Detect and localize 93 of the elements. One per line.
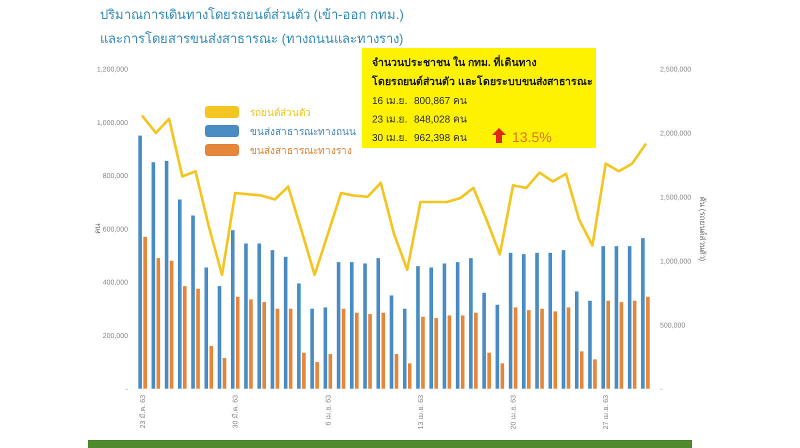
annotation: 848,028 คน [414, 114, 467, 126]
bar [601, 246, 605, 389]
bar [178, 200, 182, 389]
bar [257, 244, 261, 389]
annotation: 23 เม.ย. [372, 114, 408, 126]
legend-label: รถยนต์ส่วนตัว [250, 107, 311, 119]
annotation: 962,398 คน [414, 133, 467, 144]
bar [632, 300, 636, 389]
bar [328, 354, 332, 389]
bar [421, 316, 425, 389]
bar [482, 292, 486, 389]
bar [138, 136, 142, 389]
bar [469, 258, 473, 389]
text: จำนวนประชาชน ใน กทม. ที่เดินทาง [372, 57, 537, 69]
annotation: 800,867 คน [414, 96, 467, 107]
bar [381, 312, 386, 389]
bar [429, 267, 433, 389]
bar [376, 258, 380, 389]
bar [218, 286, 222, 389]
bar [236, 296, 240, 389]
bar [284, 256, 288, 389]
bar [553, 311, 558, 389]
bar [540, 308, 544, 389]
bar [535, 252, 539, 389]
bar [244, 244, 248, 389]
bar [548, 252, 552, 389]
bar [302, 352, 306, 389]
bar [514, 307, 518, 389]
bar [297, 283, 301, 389]
bar [336, 262, 340, 389]
bar [342, 308, 346, 389]
bar [152, 162, 156, 389]
bar [500, 363, 504, 389]
bar [270, 250, 274, 389]
bar [566, 307, 570, 389]
bar [574, 291, 579, 389]
annotation: 16 เม.ย. [372, 96, 408, 107]
bar [442, 263, 446, 389]
bar [402, 308, 407, 389]
chart-title: ปริมาณการเดินทางโดยรถยนต์ส่วนตัว (เข้า-ออก กทม.) และการโดยสารขนส่งสาธารณะ (ทางถนนและทางราง) [100, 7, 404, 46]
bar [143, 236, 147, 389]
bar [522, 254, 526, 389]
bar [474, 312, 478, 389]
bar [209, 346, 214, 389]
bar [394, 354, 398, 389]
bar [315, 362, 319, 389]
bar [588, 300, 592, 389]
bar [191, 216, 195, 389]
bar [156, 258, 160, 389]
bar [230, 230, 235, 389]
bar [460, 315, 464, 389]
y-axis-title: คน [93, 222, 102, 234]
bar [355, 312, 359, 389]
bar [350, 262, 354, 389]
annotation: 13.5% [512, 129, 552, 145]
bar [183, 286, 187, 389]
bar [390, 295, 394, 389]
annotation: 30 เม.ย. [372, 133, 408, 144]
bar [164, 160, 168, 389]
bar [324, 307, 328, 389]
annotation: โดยรถยนต์ส่วนตัว และโดยระบบขนส่งสาธารณะ [371, 75, 593, 88]
bar [416, 266, 420, 389]
legend-label: ขนส่งสาธารณะทางถนน [250, 127, 356, 138]
bar [288, 308, 292, 389]
bar [170, 260, 174, 389]
bar [310, 308, 314, 389]
bar [448, 315, 452, 389]
bar [222, 358, 226, 389]
bar [580, 351, 584, 389]
bar [614, 246, 618, 389]
bar [641, 238, 645, 389]
bar [593, 359, 597, 389]
bar [456, 262, 460, 389]
bar [620, 302, 624, 389]
bar [646, 296, 650, 389]
bar [262, 302, 266, 389]
bar [196, 288, 200, 389]
y2-axis-title: คัน (รถยนต์ส่วนตัว) [698, 196, 708, 262]
bar [249, 299, 253, 389]
bar [496, 304, 500, 389]
bar [628, 246, 632, 389]
bar [363, 263, 367, 389]
bar [368, 314, 372, 389]
bar [204, 267, 208, 389]
bar [487, 352, 491, 389]
bar [434, 318, 438, 389]
legend-label: ขนส่งสาธารณะทางราง [250, 146, 352, 157]
bar [562, 250, 566, 389]
bar [408, 363, 412, 389]
bar [276, 308, 280, 389]
bar [508, 252, 512, 389]
bar [606, 300, 610, 389]
bar [527, 310, 531, 389]
